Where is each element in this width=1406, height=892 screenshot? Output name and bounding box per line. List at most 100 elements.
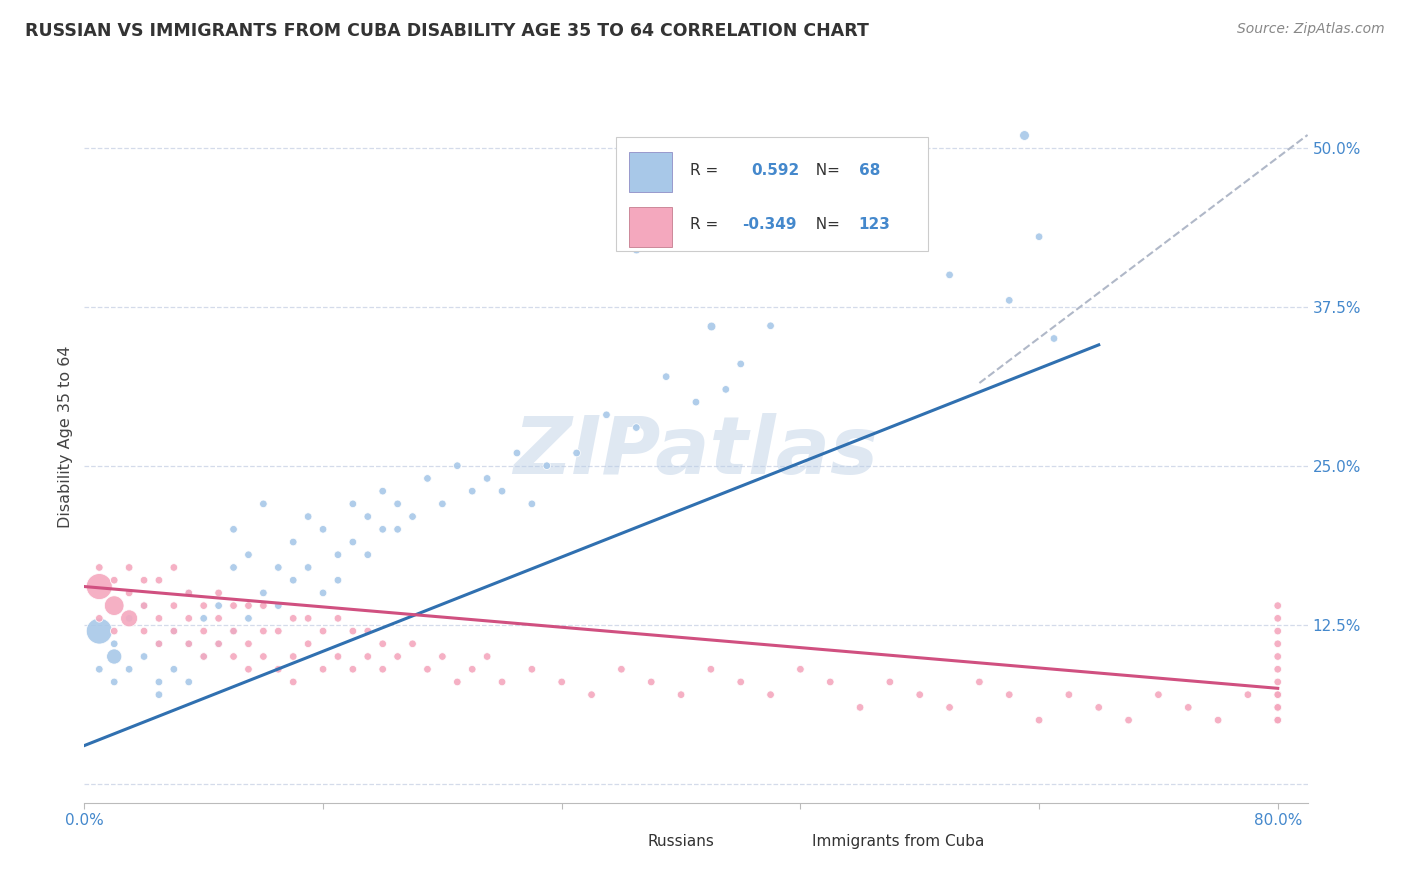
Point (371, 522, 394, 536)
Point (1267, 700, 1289, 714)
Point (89, 560, 111, 574)
Point (1267, 599, 1289, 613)
Point (1267, 688, 1289, 702)
Point (283, 611, 305, 625)
Point (1267, 688, 1289, 702)
Point (1267, 688, 1289, 702)
Point (969, 675, 991, 690)
Point (1267, 713, 1289, 727)
Point (1028, 713, 1050, 727)
Point (252, 497, 274, 511)
Point (342, 624, 364, 638)
Point (506, 446, 529, 460)
Point (89, 611, 111, 625)
Point (238, 637, 260, 651)
Point (1267, 688, 1289, 702)
Point (938, 268, 960, 282)
Point (938, 700, 960, 714)
Text: RUSSIAN VS IMMIGRANTS FROM CUBA DISABILITY AGE 35 TO 64 CORRELATION CHART: RUSSIAN VS IMMIGRANTS FROM CUBA DISABILI… (25, 22, 869, 40)
Point (1267, 700, 1289, 714)
Point (357, 649, 380, 664)
Point (297, 637, 319, 651)
Point (1267, 713, 1289, 727)
Point (1267, 662, 1289, 676)
Point (626, 243, 648, 257)
Point (1267, 700, 1289, 714)
Point (163, 560, 186, 574)
Point (118, 586, 141, 600)
Point (163, 624, 186, 638)
Point (222, 624, 245, 638)
Point (626, 420, 648, 434)
Point (730, 675, 752, 690)
Point (222, 649, 245, 664)
Point (401, 509, 423, 524)
Point (520, 497, 543, 511)
Point (312, 624, 335, 638)
Y-axis label: Disability Age 35 to 64: Disability Age 35 to 64 (58, 346, 73, 528)
Point (685, 395, 707, 409)
Point (1043, 331, 1066, 345)
Point (908, 688, 931, 702)
Point (1147, 688, 1170, 702)
Point (103, 637, 125, 651)
Bar (605, 830, 638, 858)
Point (342, 497, 364, 511)
Point (849, 700, 872, 714)
Point (1267, 688, 1289, 702)
Text: Source: ZipAtlas.com: Source: ZipAtlas.com (1237, 22, 1385, 37)
Point (297, 560, 319, 574)
Point (222, 522, 245, 536)
Point (655, 369, 678, 384)
Point (1267, 713, 1289, 727)
Text: N=: N= (806, 218, 845, 233)
Point (222, 560, 245, 574)
Point (700, 318, 723, 333)
Point (1267, 713, 1289, 727)
Point (387, 497, 409, 511)
Point (491, 675, 513, 690)
Text: 68: 68 (859, 162, 880, 178)
Point (759, 688, 782, 702)
Point (1267, 688, 1289, 702)
Point (446, 458, 468, 473)
Point (207, 637, 229, 651)
Point (700, 662, 723, 676)
Point (177, 675, 200, 690)
Text: -0.349: -0.349 (742, 218, 797, 233)
Point (118, 611, 141, 625)
Point (1012, 128, 1035, 142)
Point (789, 662, 811, 676)
Point (252, 599, 274, 613)
Point (297, 509, 319, 524)
Point (879, 675, 901, 690)
Point (326, 611, 349, 625)
Point (207, 611, 229, 625)
Point (446, 675, 468, 690)
Point (371, 484, 394, 499)
Point (118, 560, 141, 574)
Point (193, 611, 215, 625)
Point (222, 599, 245, 613)
Point (1267, 700, 1289, 714)
Point (1267, 713, 1289, 727)
Point (998, 688, 1021, 702)
Point (103, 573, 125, 587)
Point (326, 573, 349, 587)
Point (461, 484, 484, 499)
Point (1267, 688, 1289, 702)
Point (118, 611, 141, 625)
Point (551, 675, 574, 690)
Text: 123: 123 (859, 218, 890, 233)
Point (1267, 688, 1289, 702)
Text: N=: N= (806, 162, 845, 178)
Point (267, 624, 290, 638)
Point (416, 662, 439, 676)
Point (1267, 713, 1289, 727)
Point (238, 611, 260, 625)
Point (148, 611, 170, 625)
Point (177, 637, 200, 651)
Point (1267, 700, 1289, 714)
Point (565, 446, 588, 460)
Text: R =: R = (690, 162, 728, 178)
